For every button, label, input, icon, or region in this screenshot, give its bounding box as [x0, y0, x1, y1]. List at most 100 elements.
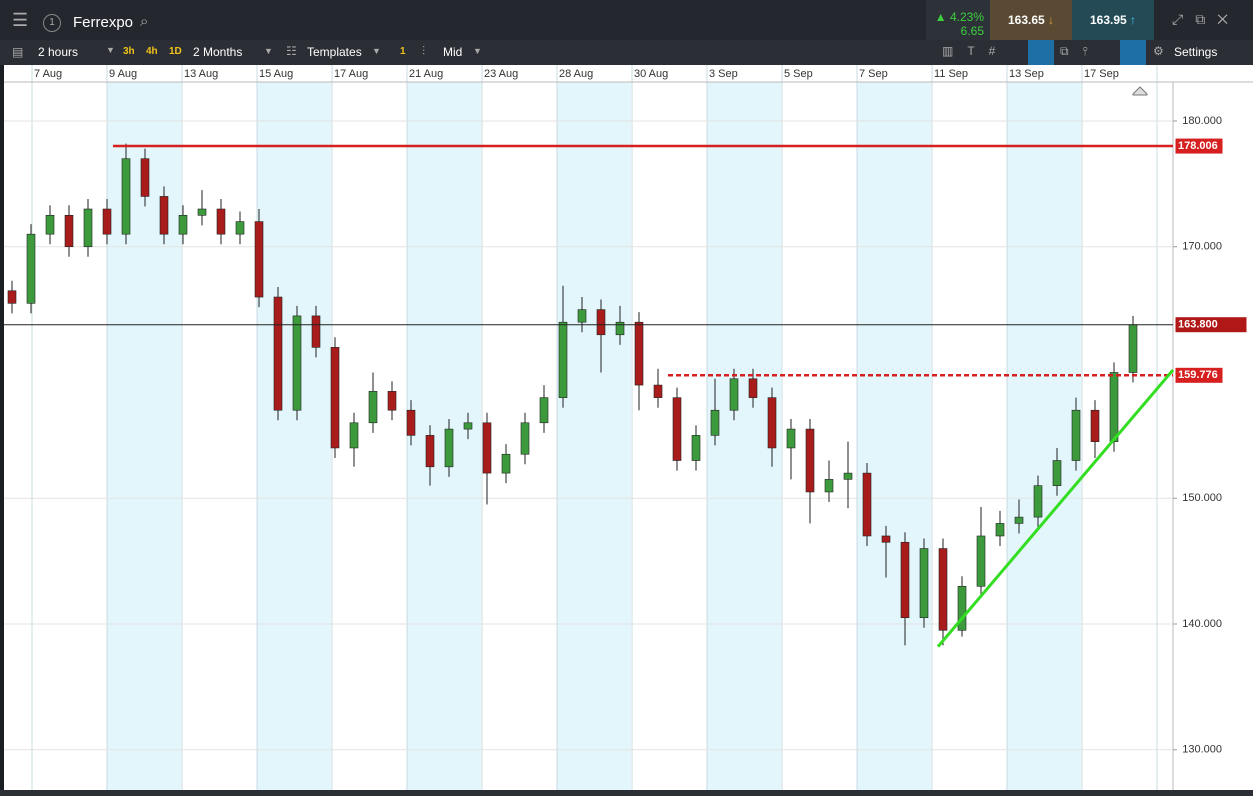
- y-tick-label: 140.000: [1182, 618, 1222, 630]
- interval-select[interactable]: 2 hours: [38, 45, 79, 59]
- dropdown-arrow: ▼: [473, 46, 482, 56]
- candle-body: [748, 378, 758, 398]
- candle-body: [83, 208, 93, 248]
- change-abs: 6.65: [960, 24, 984, 38]
- candle-body: [1090, 409, 1100, 442]
- candle-body: [729, 378, 739, 411]
- candle-body: [330, 347, 340, 449]
- candle-body: [254, 221, 264, 298]
- menu-icon[interactable]: ☰: [12, 10, 29, 30]
- x-tick-label: 11 Sep: [934, 68, 968, 80]
- candle-body: [1109, 372, 1119, 442]
- x-tick-label: 21 Aug: [409, 68, 443, 80]
- day-band: [107, 82, 181, 790]
- templates-icon: ☷: [286, 44, 297, 58]
- account-icon[interactable]: 1: [43, 14, 61, 32]
- tool-icons[interactable]: ▥T#: [942, 44, 1010, 58]
- candle-body: [1071, 409, 1081, 461]
- candle-body: [995, 523, 1005, 537]
- candle-body: [691, 435, 701, 461]
- candle-body: [539, 397, 549, 424]
- candle-body: [45, 215, 55, 235]
- candle-body: [824, 479, 834, 493]
- candle-body: [121, 158, 131, 235]
- candle-body: [843, 472, 853, 480]
- candle-body: [178, 215, 188, 235]
- candle-body: [1014, 516, 1024, 524]
- candle-body: [767, 397, 777, 449]
- candle-body: [501, 453, 511, 474]
- tool-active[interactable]: [1120, 40, 1146, 65]
- candle-body: [7, 290, 17, 304]
- list-icon[interactable]: ▤: [12, 45, 24, 59]
- top-bar: ☰ 1 Ferrexpo ⌕ ▲ 4.23% 6.65 163.65 ↓ 163…: [0, 0, 1253, 40]
- candle-body: [444, 428, 454, 468]
- candle-body: [159, 196, 169, 235]
- price-type[interactable]: Mid: [443, 45, 463, 59]
- trendline: [936, 369, 1175, 648]
- sell-button[interactable]: 163.65 ↓: [990, 0, 1072, 40]
- home-marker: [1132, 86, 1148, 96]
- candle-body: [634, 321, 644, 386]
- quick-interval[interactable]: 4h: [146, 46, 158, 57]
- y-tick-label: 180.000: [1182, 115, 1222, 127]
- price-level-label: 178.006: [1178, 140, 1218, 152]
- sell-price: 163.65: [1007, 13, 1045, 27]
- bottom-strip: [0, 790, 1253, 796]
- templates-button[interactable]: Templates: [307, 45, 362, 59]
- candle-body: [387, 391, 397, 411]
- candle-body: [805, 428, 815, 493]
- candle-body: [425, 435, 435, 468]
- day-band: [257, 82, 331, 790]
- candle-body: [900, 541, 910, 619]
- day-band: [407, 82, 481, 790]
- change-pct: ▲ 4.23%: [934, 10, 984, 24]
- settings-button[interactable]: Settings: [1174, 45, 1218, 59]
- candle-body: [520, 422, 530, 455]
- x-tick-label: 28 Aug: [559, 68, 593, 80]
- candle-body: [862, 472, 872, 537]
- candle-body: [64, 215, 74, 248]
- x-tick-label: 15 Aug: [259, 68, 293, 80]
- date-axis-background: [4, 65, 1173, 82]
- candle-body: [482, 422, 492, 474]
- x-tick-label: 5 Sep: [784, 68, 813, 80]
- day-band: [557, 82, 631, 790]
- chart: 7 Aug 9 Aug 13 Aug 15 Aug 17 Aug 21 Aug 23 Aug…: [0, 65, 1253, 796]
- candle-body: [976, 535, 986, 587]
- tool-active[interactable]: [1028, 40, 1054, 65]
- price-level-label: 163.800: [1178, 319, 1218, 331]
- quick-interval[interactable]: 3h: [123, 46, 135, 57]
- dropdown-arrow: ▼: [372, 46, 381, 56]
- chart-toolbar: ▤ 2 hours ▼ 3h 4h 1D 2 Months ▼ ☷ Templa…: [0, 40, 1253, 65]
- buy-button[interactable]: 163.95 ↑: [1072, 0, 1154, 40]
- price-level-label: 159.776: [1178, 369, 1218, 381]
- search-icon[interactable]: ⌕: [140, 13, 149, 30]
- price-level-box: [1174, 366, 1224, 384]
- x-tick-label: 17 Sep: [1084, 68, 1119, 80]
- candle-body: [653, 384, 663, 398]
- candle-body: [1128, 324, 1138, 373]
- x-tick-label: 30 Aug: [634, 68, 668, 80]
- x-tick-label: 3 Sep: [709, 68, 738, 80]
- candle-body: [577, 309, 587, 323]
- tool-icons[interactable]: ⧉⫯: [1060, 44, 1102, 58]
- candle-body: [615, 321, 625, 336]
- price-level-box: [1174, 137, 1224, 155]
- x-tick-label: 17 Aug: [334, 68, 368, 80]
- instrument-name[interactable]: Ferrexpo: [73, 14, 134, 31]
- candle-body: [1052, 460, 1062, 486]
- candle-body: [26, 233, 36, 304]
- candle-body: [786, 428, 796, 449]
- quick-interval[interactable]: 1D: [169, 46, 182, 57]
- candle-body: [140, 158, 150, 197]
- window-controls[interactable]: ⤢⧉✕: [1172, 11, 1240, 27]
- change-pct-text: 4.23%: [949, 10, 984, 24]
- x-tick-label: 7 Sep: [859, 68, 888, 80]
- price-type-icon: ⫶: [422, 44, 426, 58]
- range-select[interactable]: 2 Months: [193, 45, 243, 59]
- candle-body: [273, 296, 283, 411]
- candle-body: [463, 422, 473, 430]
- count[interactable]: 1: [400, 46, 406, 57]
